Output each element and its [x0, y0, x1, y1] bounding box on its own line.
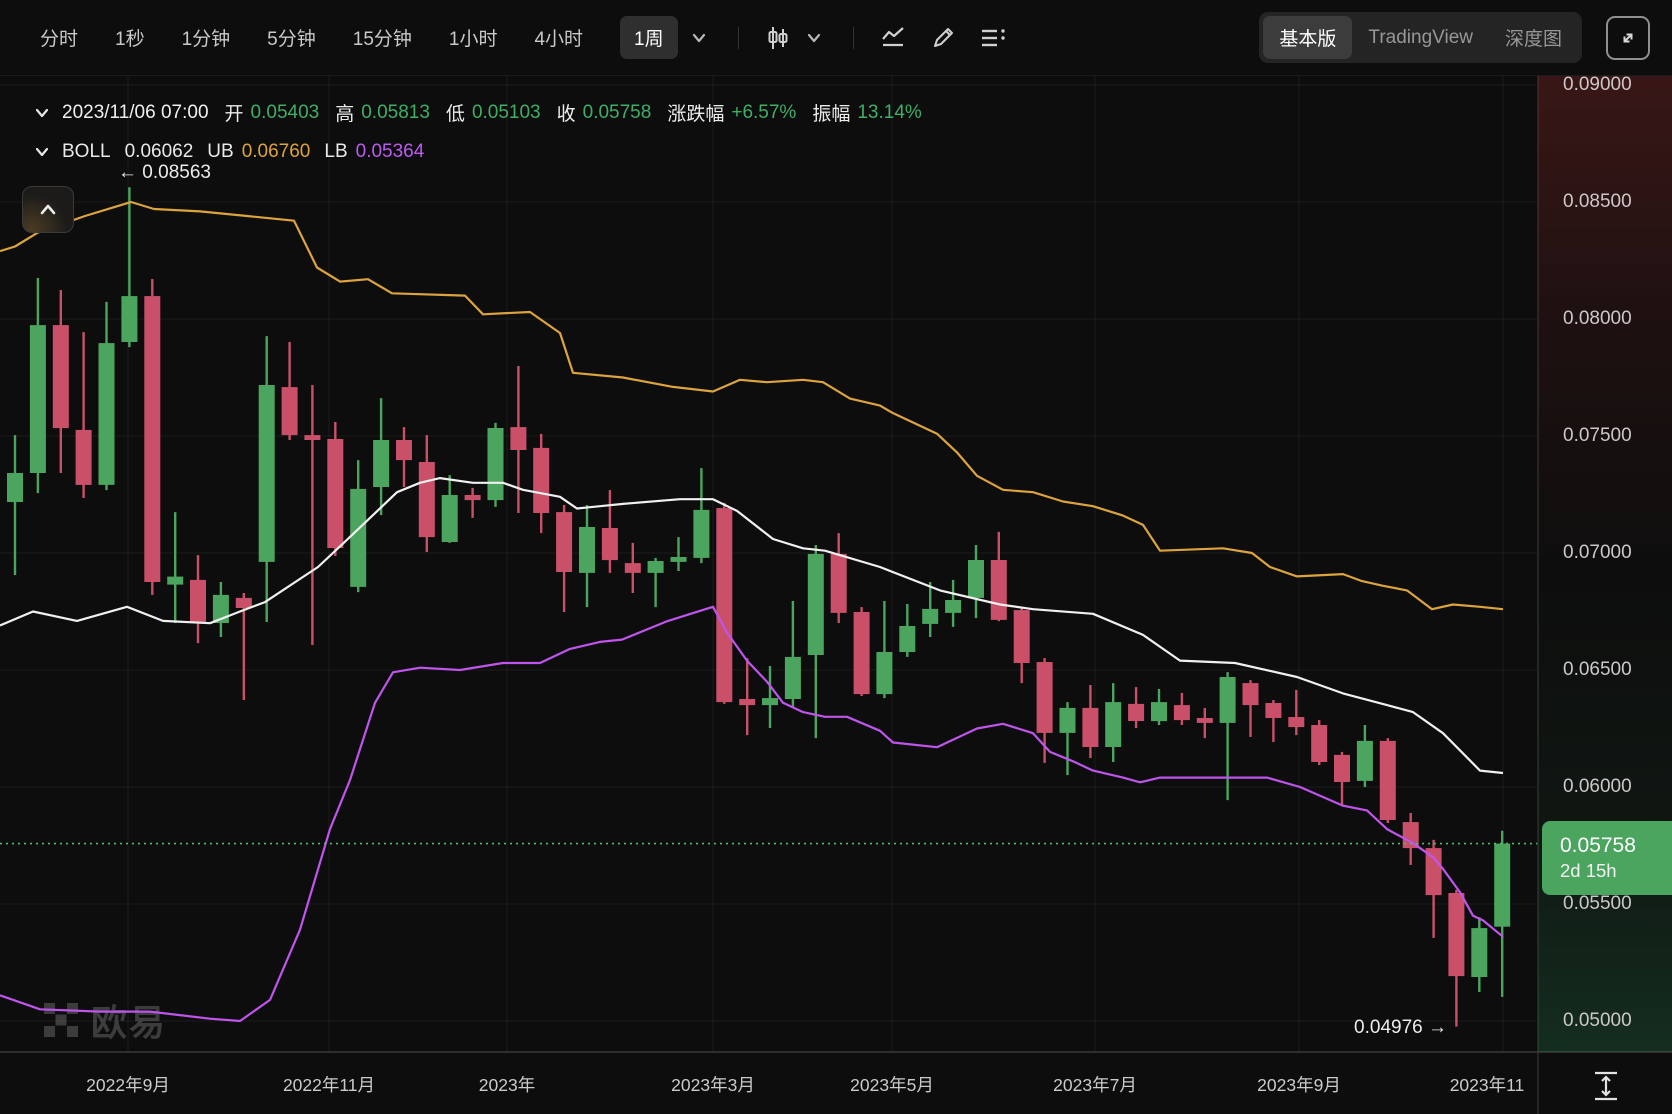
- bollinger-upper-band: [0, 200, 1504, 611]
- boll-indicator-row: BOLL 0.06062 UB 0.06760 LB 0.05364: [30, 140, 424, 164]
- change-label: 涨跌幅: [667, 104, 725, 125]
- boll-label: BOLL: [62, 141, 111, 162]
- low-price-marker: 0.04976 →: [1354, 1017, 1447, 1038]
- amplitude-value: 13.14%: [857, 101, 922, 123]
- price-tick-label: 0.08000: [1563, 308, 1632, 329]
- collapse-panel-button[interactable]: [22, 186, 74, 233]
- interval-tab[interactable]: 分时: [40, 29, 79, 50]
- close-value: 0.05758: [582, 101, 652, 123]
- price-tick-label: 0.06000: [1563, 776, 1632, 797]
- time-tick-label: 2023年5月: [850, 1075, 934, 1095]
- horizontal-gridlines: [0, 84, 1538, 1022]
- candle-series: [7, 187, 1511, 1027]
- time-tick-label: 2023年3月: [671, 1075, 755, 1095]
- toolbar-right: 基本版 TradingView 深度图: [1259, 0, 1650, 75]
- chevron-down-icon[interactable]: [803, 27, 825, 49]
- price-tick-label: 0.05500: [1563, 893, 1632, 914]
- low-value: 0.05103: [471, 101, 541, 123]
- time-tick-label: 2022年11月: [282, 1075, 376, 1095]
- settings-list-icon[interactable]: [976, 21, 1010, 55]
- change-value: +6.57%: [731, 101, 797, 123]
- price-axis[interactable]: 0.09000 0.08500 0.08000 0.07500 0.07000 0.065…: [1538, 74, 1672, 1052]
- candle-countdown: 2d 15h: [1560, 860, 1617, 882]
- price-tick-label: 0.06500: [1563, 659, 1632, 680]
- collapse-chevron-icon[interactable]: [30, 101, 54, 125]
- bollinger-middle-band: [0, 477, 1504, 775]
- toolbar-divider: [852, 26, 854, 49]
- time-tick-label: 2023年9月: [1257, 1075, 1341, 1095]
- ub-label: UB: [207, 141, 234, 162]
- time-tick-label: 2023年7月: [1053, 1075, 1137, 1095]
- interval-tab[interactable]: 1小时: [448, 29, 498, 50]
- interval-tab[interactable]: 1秒: [115, 29, 145, 50]
- interval-tab[interactable]: 5分钟: [267, 29, 316, 50]
- vertical-scale-icon: [1595, 1071, 1617, 1101]
- indicator-icon[interactable]: [876, 21, 910, 55]
- open-value: 0.05403: [250, 101, 320, 123]
- interval-selected-1w[interactable]: 1周: [620, 16, 678, 59]
- okx-watermark: 欧易: [44, 994, 167, 1046]
- ohlc-info-row: 2023/11/06 07:00 开 0.05403 高 0.05813 低 0…: [30, 99, 922, 126]
- tab-tradingview[interactable]: TradingView: [1368, 26, 1473, 48]
- price-tick-label: 0.07000: [1563, 542, 1632, 563]
- interval-tabs: 分时 1秒 1分钟 5分钟 15分钟 1小时 4小时: [40, 24, 620, 51]
- lb-value: 0.05364: [355, 141, 425, 162]
- interval-tab[interactable]: 15分钟: [352, 29, 412, 50]
- tab-depth-chart[interactable]: 深度图: [1504, 29, 1562, 50]
- chevron-up-icon: [40, 204, 56, 214]
- time-tick-label: 2023年: [478, 1075, 536, 1095]
- high-value: 0.05813: [361, 101, 430, 123]
- close-label: 收: [556, 104, 576, 125]
- bollinger-lower-band: [0, 605, 1504, 1023]
- current-price: 0.05758: [1560, 834, 1636, 858]
- interval-tab[interactable]: 4小时: [534, 29, 584, 50]
- low-label: 低: [445, 104, 465, 125]
- tab-basic-version[interactable]: 基本版: [1263, 16, 1353, 59]
- price-tick-label: 0.09000: [1563, 74, 1632, 95]
- boll-value: 0.06062: [124, 141, 194, 162]
- fullscreen-button[interactable]: [1606, 15, 1650, 60]
- price-scale-button[interactable]: [1592, 1070, 1620, 1102]
- view-mode-tabs: 基本版 TradingView 深度图: [1259, 12, 1582, 63]
- time-axis[interactable]: 2022年9月 2022年11月 2023年 2023年3月 2023年5月 2023年7…: [0, 1052, 1672, 1114]
- high-price-marker: ← 0.08563: [118, 162, 211, 183]
- lb-label: LB: [324, 141, 348, 162]
- toolbar: 分时 1秒 1分钟 5分钟 15分钟 1小时 4小时 1周: [0, 0, 1672, 76]
- amplitude-label: 振幅: [812, 104, 851, 125]
- open-label: 开: [224, 104, 244, 125]
- current-price-badge[interactable]: 0.05758 2d 15h: [1542, 820, 1672, 895]
- toolbar-divider: [737, 26, 739, 49]
- chevron-down-icon[interactable]: [688, 27, 710, 49]
- price-tick-label: 0.05000: [1563, 1010, 1632, 1031]
- high-label: 高: [335, 104, 355, 125]
- expand-icon: [1623, 33, 1633, 42]
- okx-logo-icon: [44, 1003, 78, 1037]
- watermark-text: 欧易: [91, 1002, 168, 1043]
- price-tick-label: 0.08500: [1563, 191, 1632, 212]
- collapse-chevron-icon[interactable]: [30, 140, 54, 164]
- time-tick-label: 2022年9月: [86, 1075, 170, 1095]
- price-tick-label: 0.07500: [1563, 425, 1632, 446]
- interval-tab[interactable]: 1分钟: [181, 29, 231, 50]
- candle-datetime: 2023/11/06 07:00: [62, 101, 209, 123]
- candlestick-style-icon[interactable]: [761, 21, 795, 55]
- vertical-gridlines: [127, 75, 1504, 1052]
- time-tick-label: 2023年11: [1449, 1075, 1525, 1095]
- ub-value: 0.06760: [241, 141, 311, 162]
- draw-pencil-icon[interactable]: [926, 21, 960, 55]
